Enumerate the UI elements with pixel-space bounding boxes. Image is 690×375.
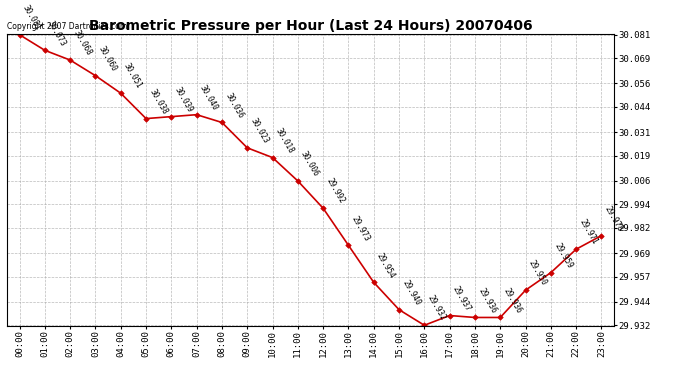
Text: 29.959: 29.959 (552, 242, 574, 270)
Text: 29.937: 29.937 (451, 284, 473, 313)
Text: 29.950: 29.950 (527, 259, 549, 287)
Text: 30.073: 30.073 (46, 19, 68, 48)
Text: 30.081: 30.081 (21, 3, 43, 32)
Text: 30.038: 30.038 (148, 87, 169, 116)
Text: 29.936: 29.936 (502, 286, 523, 315)
Text: 29.936: 29.936 (476, 286, 498, 315)
Text: 29.973: 29.973 (350, 214, 371, 243)
Text: 29.971: 29.971 (578, 218, 599, 246)
Text: 29.954: 29.954 (375, 251, 397, 280)
Text: 30.018: 30.018 (274, 126, 295, 155)
Text: 30.051: 30.051 (122, 62, 144, 90)
Text: 30.036: 30.036 (224, 91, 245, 120)
Text: 29.940: 29.940 (400, 278, 422, 307)
Text: 29.992: 29.992 (324, 177, 346, 206)
Text: 30.068: 30.068 (72, 29, 93, 57)
Text: 30.040: 30.040 (198, 83, 219, 112)
Text: 29.932: 29.932 (426, 294, 447, 322)
Text: 30.023: 30.023 (248, 117, 270, 145)
Text: Copyright 2007 Dartronics.com: Copyright 2007 Dartronics.com (7, 22, 127, 31)
Text: 30.060: 30.060 (97, 44, 119, 73)
Text: 30.006: 30.006 (299, 150, 321, 178)
Text: 30.039: 30.039 (172, 86, 195, 114)
Title: Barometric Pressure per Hour (Last 24 Hours) 20070406: Barometric Pressure per Hour (Last 24 Ho… (89, 19, 532, 33)
Text: 29.978: 29.978 (603, 204, 624, 233)
